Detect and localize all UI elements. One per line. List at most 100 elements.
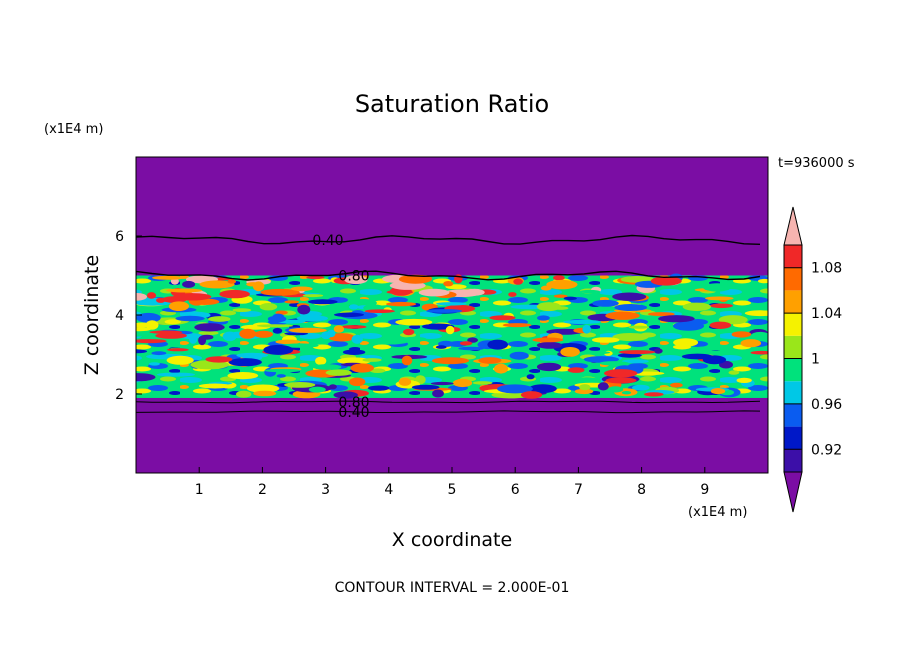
field-patch [612, 292, 647, 301]
field-patch [572, 377, 602, 385]
field-patch [430, 381, 454, 386]
field-patch [502, 323, 532, 328]
field-patch [344, 275, 368, 285]
field-patch [348, 304, 359, 310]
contour-lines [136, 234, 761, 414]
field-patch [647, 312, 675, 317]
field-patch [368, 385, 390, 391]
field-patch [432, 389, 444, 398]
field-patch [497, 384, 533, 394]
colorbar-tick-label: 0.92 [811, 442, 842, 458]
field-patch [560, 347, 580, 357]
field-patch [333, 325, 345, 333]
field-patch [553, 294, 568, 298]
field-patch [236, 352, 268, 358]
field-patch [308, 386, 326, 393]
field-patch [284, 300, 300, 304]
colorbar-segment [784, 245, 802, 268]
field-patch [579, 289, 601, 294]
contour-line [136, 410, 761, 414]
x-tick-label: 3 [321, 482, 330, 498]
field-patch [463, 288, 485, 296]
colorbar-segment [784, 358, 802, 382]
contour-line [136, 270, 761, 281]
field-patch [146, 292, 157, 299]
field-patch [487, 339, 509, 350]
field-patch [536, 302, 561, 312]
field-patch [246, 384, 280, 393]
field-patch [597, 382, 609, 391]
field-patch [435, 345, 447, 349]
field-patch [574, 388, 594, 395]
field-patch [709, 303, 733, 309]
field-patch [198, 331, 219, 336]
field-patch [362, 358, 382, 362]
field-patch [607, 386, 624, 393]
field-patch [494, 363, 508, 374]
field-patch [628, 325, 650, 329]
field-patch [164, 319, 181, 325]
x-tick-label: 4 [384, 482, 393, 498]
y-axis-label: Z coordinate [81, 255, 103, 375]
field-patch [401, 336, 427, 342]
colorbar-segment [784, 335, 802, 359]
field-patch [167, 348, 189, 352]
field-patch [350, 363, 375, 373]
field-patch [731, 331, 752, 338]
field-patch [288, 327, 327, 333]
field-patch [228, 358, 262, 367]
field-patch [145, 320, 159, 330]
field-patch [718, 315, 748, 325]
field-patch [284, 332, 309, 336]
field-patch [398, 377, 412, 386]
colorbar-segment [784, 313, 802, 336]
field-patch [222, 331, 237, 342]
field-patch [227, 279, 237, 284]
field-patch [632, 384, 650, 391]
field-patch [532, 337, 564, 343]
field-patch [758, 278, 768, 284]
field-patch [692, 346, 727, 351]
field-patch [452, 378, 473, 388]
field-patch [136, 349, 148, 354]
field-patch [681, 353, 713, 360]
field-patch [422, 323, 455, 330]
field-patch [467, 337, 478, 343]
field-patch [673, 338, 699, 347]
colorbar-tick-label: 1.08 [811, 261, 842, 277]
field-patch [445, 325, 455, 335]
contour-labels: 0.400.800.800.40 [312, 233, 369, 421]
field-patch [443, 281, 454, 287]
colorbar-segment [784, 449, 802, 472]
field-patch [658, 315, 695, 323]
field-patch [472, 381, 493, 385]
x-tick-label: 6 [511, 482, 520, 498]
field-patch [136, 332, 152, 337]
field-patch [156, 372, 196, 377]
field-patch [612, 333, 649, 341]
field-patch [520, 391, 543, 399]
colorbar-segment [784, 426, 802, 450]
field-patch [182, 280, 196, 288]
field-patch [264, 368, 302, 373]
field-patch [136, 339, 167, 344]
field-patch [313, 364, 342, 370]
field-patch [526, 374, 535, 380]
field-patch [281, 343, 319, 348]
x-tick-label: 1 [195, 482, 204, 498]
colorbar: 0.92 0.96 1 1.04 1.08 [783, 206, 842, 513]
field-patch [537, 315, 550, 321]
field-patch [252, 281, 265, 292]
field-patch [553, 275, 565, 281]
field-patch [302, 294, 324, 298]
field-patch [478, 357, 502, 364]
field-patch [168, 301, 189, 312]
chart-title: Saturation Ratio [355, 90, 549, 118]
field-patch [563, 319, 602, 324]
field-patch [284, 382, 316, 388]
field-patch [254, 330, 273, 338]
field-patch [205, 356, 233, 363]
contour-label: 0.80 [338, 395, 369, 411]
field-patch [415, 276, 433, 280]
